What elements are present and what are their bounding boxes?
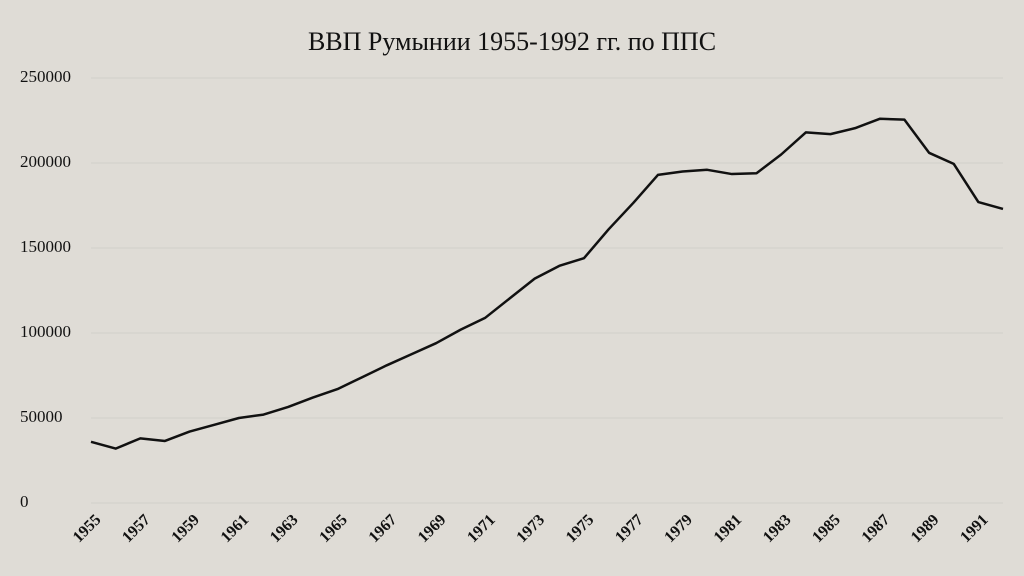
y-tick-label: 50000 xyxy=(20,407,63,426)
y-tick-label: 150000 xyxy=(20,237,71,256)
y-tick-label: 250000 xyxy=(20,67,71,86)
chart-title: ВВП Румынии 1955-1992 гг. по ППС xyxy=(308,27,716,56)
y-tick-label: 0 xyxy=(20,492,29,511)
y-tick-label: 100000 xyxy=(20,322,71,341)
y-tick-label: 200000 xyxy=(20,152,71,171)
data-line xyxy=(90,117,1004,450)
